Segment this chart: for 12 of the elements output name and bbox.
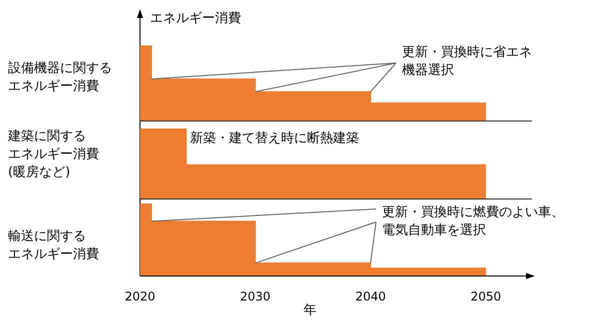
chart-title: エネルギー消費 bbox=[150, 11, 241, 26]
annotation: 更新・買換時に省エネ機器選択 bbox=[402, 45, 532, 78]
y-axis-title: 建築に関するエネルギー消費(暖房など) bbox=[7, 129, 99, 180]
x-axis-title: 年 bbox=[304, 303, 316, 318]
x-tick-label: 2030 bbox=[240, 290, 271, 304]
x-tick-label: 2040 bbox=[355, 290, 386, 304]
annotation: 更新・買換時に燃費のよい車、電気自動車を選択 bbox=[382, 205, 564, 238]
x-tick-label: 2020 bbox=[124, 290, 156, 304]
y-axis-title: 設備機器に関するエネルギー消費 bbox=[8, 61, 112, 94]
x-tick-label: 2050 bbox=[470, 290, 502, 304]
y-axis-title: 輸送に関するエネルギー消費 bbox=[8, 229, 99, 262]
annotation: 新築・建て替え時に断熱建築 bbox=[190, 131, 359, 146]
